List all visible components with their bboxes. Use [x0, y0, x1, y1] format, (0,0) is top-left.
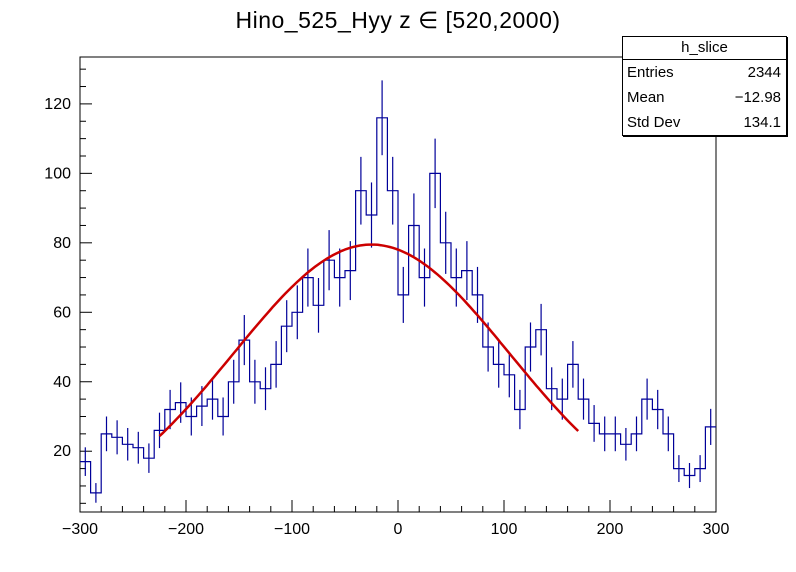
stat-value: 134.1: [743, 114, 781, 131]
stats-row-entries: Entries 2344: [623, 60, 786, 85]
chart-title: Hino_525_Hyy z ∈ [520,2000): [235, 7, 561, 33]
stat-value: 2344: [747, 64, 781, 81]
stat-label: Mean: [627, 89, 665, 106]
svg-text:−200: −200: [168, 521, 204, 538]
stats-row-stddev: Std Dev 134.1: [623, 110, 786, 135]
svg-text:0: 0: [394, 521, 403, 538]
svg-text:40: 40: [53, 374, 71, 391]
svg-text:60: 60: [53, 304, 71, 321]
error-bars: [84, 80, 712, 503]
svg-text:20: 20: [53, 443, 71, 460]
stats-row-mean: Mean −12.98: [623, 85, 786, 110]
svg-text:200: 200: [597, 521, 624, 538]
svg-text:80: 80: [53, 235, 71, 252]
stats-title: h_slice: [623, 37, 786, 60]
svg-text:100: 100: [44, 165, 71, 182]
svg-text:300: 300: [703, 521, 730, 538]
histogram-line: [80, 117, 716, 494]
stat-label: Std Dev: [627, 114, 681, 131]
svg-text:120: 120: [44, 96, 71, 113]
stat-value: −12.98: [734, 89, 781, 106]
stat-label: Entries: [627, 64, 674, 81]
x-tick-labels: −300 −200 −100 0 100 200 300: [62, 521, 729, 538]
y-tick-labels: 20 40 60 80 100 120: [44, 96, 71, 460]
svg-text:−100: −100: [274, 521, 310, 538]
svg-text:100: 100: [491, 521, 518, 538]
stats-box: h_slice Entries 2344 Mean −12.98 Std Dev…: [622, 36, 787, 136]
svg-text:−300: −300: [62, 521, 98, 538]
fit-curve: [158, 243, 580, 438]
axis-ticks: [79, 68, 717, 512]
